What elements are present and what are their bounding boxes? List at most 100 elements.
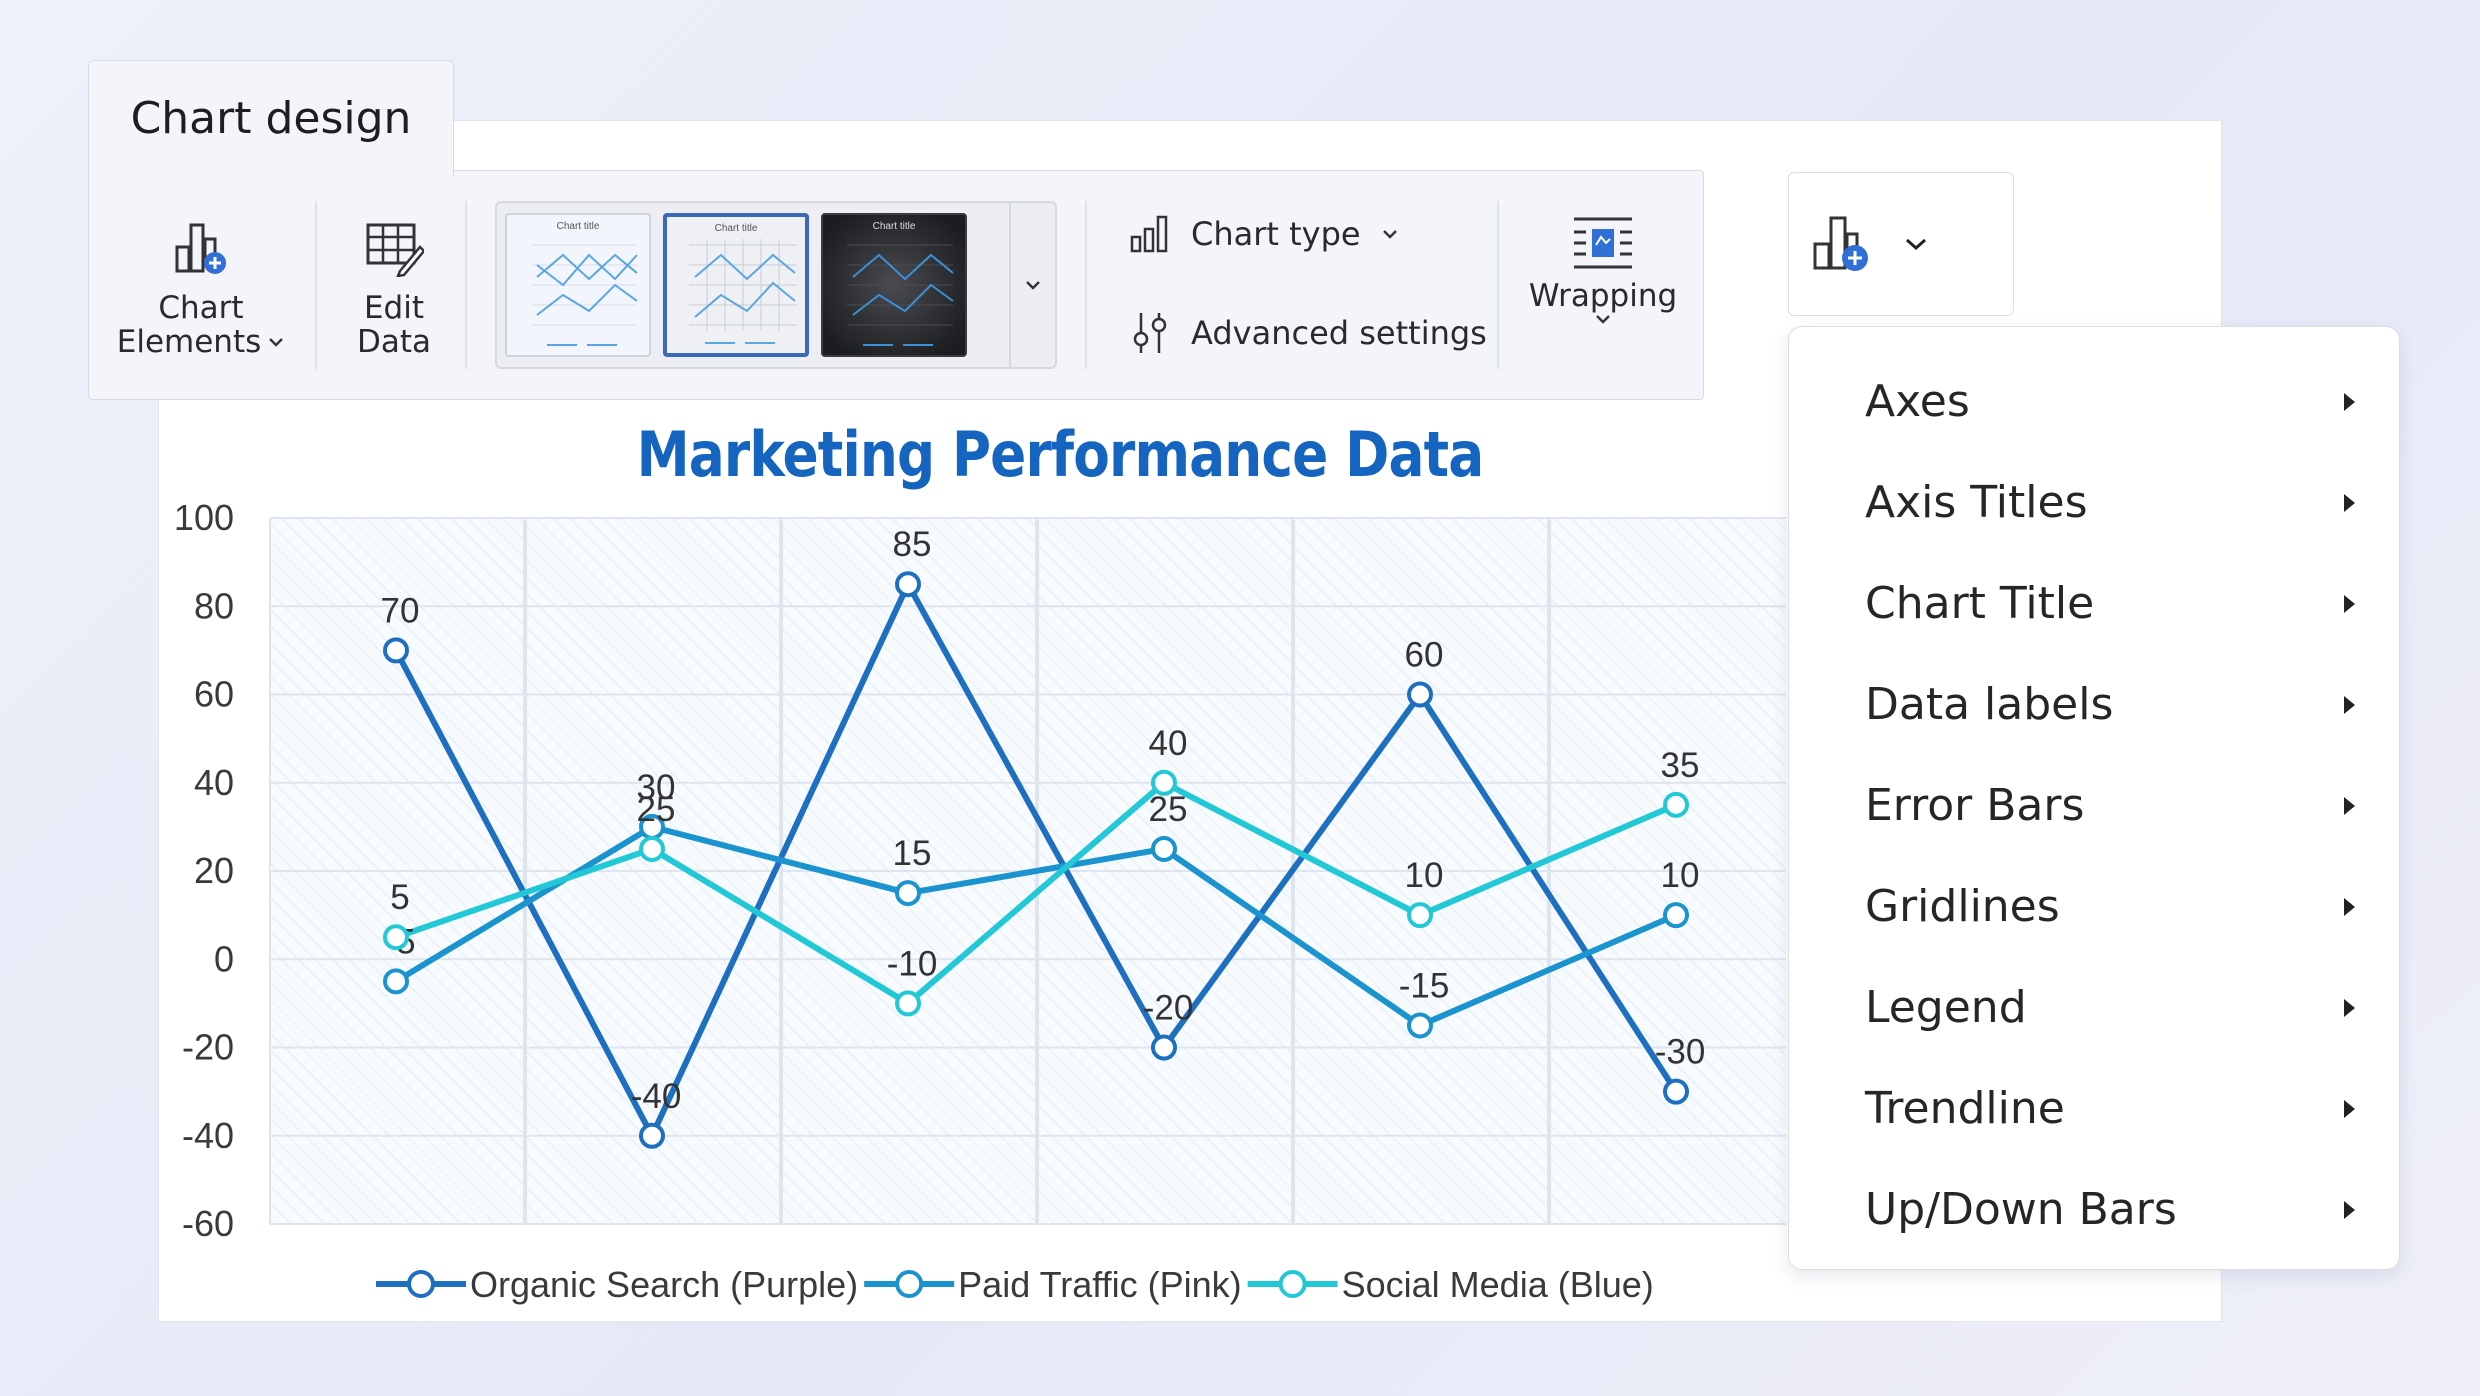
legend-entry-1[interactable]: Organic Search (Purple) xyxy=(376,1264,858,1305)
menu-item-data-labels[interactable]: Data labels xyxy=(1789,654,2399,755)
submenu-arrow-icon xyxy=(2344,1099,2355,1118)
chart-title[interactable]: Marketing Performance Data xyxy=(636,418,1485,491)
tab-chart-design[interactable]: Chart design xyxy=(88,60,454,176)
chart-elements-button[interactable]: Chart Elements xyxy=(117,219,285,359)
data-label: 15 xyxy=(893,834,932,873)
menu-item-up-down-bars[interactable]: Up/Down Bars xyxy=(1789,1159,2399,1260)
menu-item-label: Axes xyxy=(1865,376,1970,427)
menu-item-label: Legend xyxy=(1865,982,2027,1033)
submenu-arrow-icon xyxy=(2344,998,2355,1017)
chart-type-label: Chart type xyxy=(1191,215,1361,253)
edit-table-icon xyxy=(366,223,424,277)
data-point[interactable] xyxy=(895,880,921,907)
data-point[interactable] xyxy=(1407,681,1433,708)
edit-data-label-1: Edit xyxy=(363,290,425,326)
data-label: 5 xyxy=(390,878,409,917)
series-3[interactable] xyxy=(395,779,1678,1007)
y-tick-label: 40 xyxy=(194,762,234,803)
data-label: 85 xyxy=(893,525,932,564)
chevron-down-icon xyxy=(1906,238,1926,251)
series-line[interactable] xyxy=(394,823,1678,1029)
data-label: 30 xyxy=(637,768,676,807)
chevron-down-icon xyxy=(1026,281,1040,290)
menu-item-trendline[interactable]: Trendline xyxy=(1789,1058,2399,1159)
edit-data-button[interactable]: Edit Data xyxy=(331,219,457,359)
legend-label: Paid Traffic (Pink) xyxy=(958,1264,1241,1305)
wrap-text-icon xyxy=(1574,217,1632,269)
y-tick-label: 80 xyxy=(194,585,234,626)
thumb-title: Chart title xyxy=(873,221,916,232)
series-markers-1: 70 -40 85 -20 60 -30 xyxy=(381,525,1705,1149)
data-point[interactable] xyxy=(1663,902,1689,929)
data-point[interactable] xyxy=(639,1122,665,1149)
menu-item-chart-title[interactable]: Chart Title xyxy=(1789,553,2399,654)
data-point[interactable] xyxy=(1407,902,1433,929)
data-label: 10 xyxy=(1405,856,1444,895)
data-label: 60 xyxy=(1405,636,1444,675)
menu-item-legend[interactable]: Legend xyxy=(1789,957,2399,1058)
data-point[interactable] xyxy=(895,571,921,598)
y-tick-label: 60 xyxy=(194,674,234,715)
add-chart-element-dropdown[interactable] xyxy=(1788,172,2014,316)
submenu-arrow-icon xyxy=(2344,796,2355,815)
series-markers-3: 5 25 -10 40 10 35 xyxy=(383,724,1700,1017)
legend-entry-3[interactable]: Social Media (Blue) xyxy=(1247,1264,1654,1305)
data-label: -10 xyxy=(887,944,938,983)
data-point[interactable] xyxy=(895,990,921,1017)
legend-label: Organic Search (Purple) xyxy=(470,1264,858,1305)
bar-chart-icon xyxy=(1130,215,1168,253)
chart-type-button[interactable]: Chart type xyxy=(1129,213,1399,255)
series-line[interactable] xyxy=(393,581,1679,1139)
data-label: 25 xyxy=(637,790,676,829)
menu-item-gridlines[interactable]: Gridlines xyxy=(1789,856,2399,957)
data-point[interactable] xyxy=(1151,1034,1177,1061)
data-point[interactable] xyxy=(1151,835,1177,862)
data-point[interactable] xyxy=(1151,769,1177,796)
data-point[interactable] xyxy=(383,637,409,664)
y-tick-label: -40 xyxy=(182,1115,234,1156)
submenu-arrow-icon xyxy=(2344,493,2355,512)
data-point[interactable] xyxy=(1407,1012,1433,1039)
legend-entry-2[interactable]: Paid Traffic (Pink) xyxy=(864,1264,1242,1305)
data-point[interactable] xyxy=(1663,791,1689,818)
submenu-arrow-icon xyxy=(2344,1200,2355,1219)
chart-style-2[interactable]: Chart title xyxy=(663,213,809,357)
menu-item-axes[interactable]: Axes xyxy=(1789,351,2399,452)
advanced-settings-button[interactable]: Advanced settings xyxy=(1129,311,1487,355)
y-tick-label: -20 xyxy=(182,1027,234,1068)
chart-style-1[interactable]: Chart title xyxy=(505,213,651,357)
edit-data-label-2: Data xyxy=(356,324,432,360)
ribbon: Chart Elements Edit Data Chart title xyxy=(88,170,1704,400)
menu-item-axis-titles[interactable]: Axis Titles xyxy=(1789,452,2399,553)
menu-item-label: Trendline xyxy=(1865,1083,2065,1134)
wrapping-button[interactable]: Wrapping xyxy=(1513,215,1693,325)
menu-item-label: Chart Title xyxy=(1865,578,2095,629)
chart-style-preview: Chart title xyxy=(689,223,797,344)
add-chart-element-icon xyxy=(175,223,226,274)
data-label: 70 xyxy=(381,591,420,630)
menu-item-label: Axis Titles xyxy=(1865,477,2088,528)
chart-style-preview: Chart title xyxy=(531,221,638,346)
data-label: -20 xyxy=(1143,989,1194,1028)
submenu-arrow-icon xyxy=(2344,897,2355,916)
menu-item-error-bars[interactable]: Error Bars xyxy=(1789,755,2399,856)
chart-style-gallery: Chart title Chart title Chart title xyxy=(495,201,1057,369)
sliders-icon xyxy=(1133,313,1167,353)
data-point[interactable] xyxy=(1663,1078,1689,1105)
chart-style-3[interactable]: Chart title xyxy=(821,213,967,357)
series-line[interactable] xyxy=(395,779,1678,1007)
series-2[interactable] xyxy=(394,823,1678,1029)
series-1[interactable] xyxy=(393,581,1679,1139)
legend-marker xyxy=(407,1270,435,1298)
data-point[interactable] xyxy=(383,924,409,951)
tab-label: Chart design xyxy=(130,93,412,144)
menu-item-label: Error Bars xyxy=(1865,780,2085,831)
data-point[interactable] xyxy=(383,968,409,995)
data-label: 35 xyxy=(1661,746,1700,785)
data-label: -15 xyxy=(1399,966,1450,1005)
data-point[interactable] xyxy=(639,835,665,862)
chart-elements-menu: Axes Axis Titles Chart Title Data labels… xyxy=(1788,326,2400,1270)
gallery-more-button[interactable] xyxy=(1009,203,1055,367)
